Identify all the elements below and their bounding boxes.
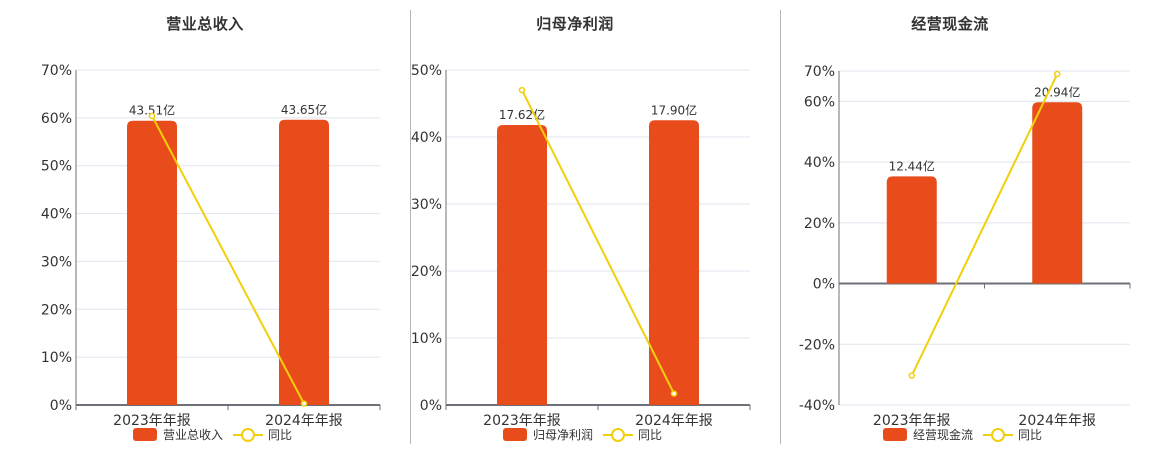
bar-value-label: 17.62亿: [499, 107, 545, 122]
y-tick-label: 50%: [411, 63, 442, 79]
y-tick-label: 0%: [813, 277, 835, 293]
yoy-line: [151, 115, 305, 405]
yoy-point[interactable]: [1054, 70, 1061, 78]
chart-panel-revenue: 营业总收入 0% 10% 20% 30% 40% 50% 60% 70% 43.51亿 2023年…: [0, 0, 410, 450]
legend-line-marker-icon[interactable]: [603, 427, 634, 442]
y-tick-label: 0%: [420, 398, 442, 414]
panel-divider: [780, 10, 781, 444]
legend-bar-label[interactable]: 营业总收入: [163, 428, 224, 442]
yoy-point[interactable]: [300, 400, 308, 407]
bar[interactable]: [886, 176, 937, 284]
bar-value-label: 12.44亿: [889, 158, 935, 173]
legend-line-marker-icon[interactable]: [983, 427, 1014, 442]
x-category-label: 2024年年报: [1018, 413, 1096, 429]
chart-canvas: 0% 10% 20% 30% 40% 50% 60% 70% 43.51亿 2023年年报 43.6…: [41, 63, 381, 429]
panel-divider: [410, 10, 411, 444]
yoy-point[interactable]: [518, 86, 526, 94]
legend-bar-swatch[interactable]: [133, 428, 157, 441]
y-tick-label: 20%: [41, 302, 72, 318]
chart-canvas: 0% 10% 20% 30% 40% 50% 17.62亿 2023年年报 17.90亿 2024…: [411, 63, 751, 429]
legend-bar-label[interactable]: 经营现金流: [913, 428, 974, 442]
y-tick-label: 20%: [804, 216, 835, 232]
bar[interactable]: [127, 120, 177, 405]
y-tick-label: 10%: [41, 350, 72, 366]
chart-canvas: -40% -20% 0% 20% 40% 60% 70% 12.44亿 2023年年报 20.94…: [799, 64, 1131, 429]
y-tick-label: -20%: [799, 337, 835, 353]
y-tick-label: 50%: [41, 159, 72, 175]
x-category-label: 2023年年报: [873, 413, 951, 429]
legend-bar-swatch[interactable]: [503, 428, 527, 441]
yoy-line: [521, 89, 675, 395]
legend-line-marker-icon[interactable]: [233, 427, 264, 442]
y-tick-label: 40%: [41, 207, 72, 223]
bar[interactable]: [279, 119, 329, 406]
y-tick-label: 40%: [804, 155, 835, 171]
yoy-point[interactable]: [148, 112, 156, 120]
y-tick-label: 70%: [804, 64, 835, 80]
yoy-point[interactable]: [908, 372, 915, 379]
y-tick-label: 60%: [41, 111, 72, 127]
chart-legend: 营业总收入 同比: [133, 426, 292, 443]
y-tick-label: 20%: [411, 264, 442, 280]
y-tick-label: 10%: [411, 331, 442, 347]
chart-title: 经营现金流: [911, 15, 989, 33]
chart-title: 营业总收入: [166, 15, 244, 33]
bar-value-label: 43.65亿: [281, 102, 327, 117]
chart-legend: 归母净利润 同比: [503, 426, 662, 443]
legend-line-label[interactable]: 同比: [268, 428, 293, 442]
x-category-label: 2023年年报: [483, 413, 561, 429]
bar[interactable]: [649, 120, 699, 405]
yoy-point[interactable]: [670, 390, 678, 397]
bar[interactable]: [497, 124, 547, 405]
bar[interactable]: [1032, 102, 1083, 284]
y-tick-label: 0%: [50, 398, 72, 414]
bar-value-label: 17.90亿: [651, 102, 697, 117]
yoy-line: [910, 73, 1059, 376]
legend-line-label[interactable]: 同比: [638, 428, 663, 442]
y-tick-label: 70%: [41, 63, 72, 79]
chart-title: 归母净利润: [536, 15, 614, 33]
legend-line-label[interactable]: 同比: [1018, 428, 1043, 442]
y-tick-label: 60%: [804, 94, 835, 110]
legend-bar-swatch[interactable]: [883, 428, 907, 441]
y-tick-label: 30%: [411, 197, 442, 213]
bar-value-label: 43.51亿: [129, 103, 175, 118]
y-tick-label: -40%: [799, 398, 835, 414]
y-tick-label: 40%: [411, 130, 442, 146]
chart-panel-operating-cashflow: 经营现金流 -40% -20% 0% 20% 40% 60% 70% 12.44亿 2023年年…: [740, 0, 1160, 450]
x-category-label: 2024年年报: [635, 413, 713, 429]
x-category-label: 2024年年报: [265, 413, 343, 429]
chart-panel-net-profit: 归母净利润 0% 10% 20% 30% 40% 50% 17.62亿 2023年年报 17.9…: [370, 0, 780, 450]
y-tick-label: 30%: [41, 254, 72, 270]
chart-legend: 经营现金流 同比: [883, 426, 1042, 443]
x-category-label: 2023年年报: [113, 413, 191, 429]
legend-bar-label[interactable]: 归母净利润: [533, 428, 594, 442]
bar-value-label: 20.94亿: [1034, 84, 1080, 99]
